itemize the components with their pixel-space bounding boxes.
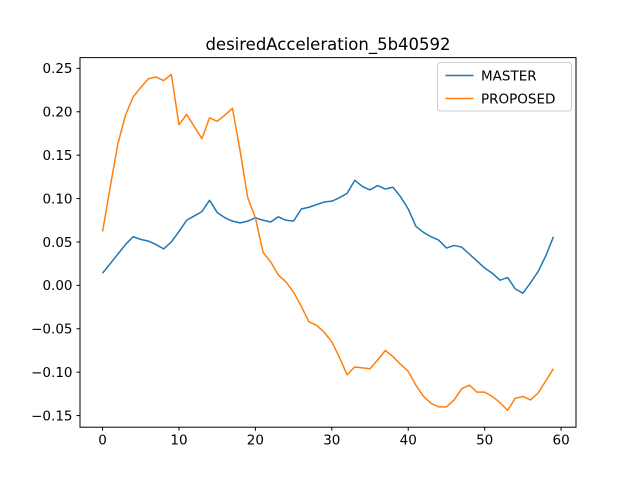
x-tick-label: 50 [476, 433, 493, 449]
x-tick-label: 10 [170, 433, 187, 449]
plot-line-master [101, 179, 555, 294]
x-tick-label: 0 [98, 433, 107, 449]
legend: MASTER PROPOSED [437, 62, 572, 112]
legend-label-master: MASTER [481, 68, 537, 84]
plot-line-proposed [101, 73, 555, 412]
x-tick-label: 30 [323, 433, 340, 449]
axes-spines [79, 57, 577, 428]
x-tick-label: 20 [247, 433, 264, 449]
y-tick-label: 0.00 [42, 278, 72, 294]
x-tick-label: 60 [553, 433, 570, 449]
x-tick-label: 40 [400, 433, 417, 449]
legend-label-proposed: PROPOSED [481, 91, 555, 107]
y-tick-label: 0.15 [42, 148, 72, 164]
y-tick-label: −0.15 [31, 408, 72, 424]
y-tick-label: −0.05 [31, 322, 72, 338]
y-tick-label: 0.25 [42, 61, 72, 77]
y-tick-label: −0.10 [31, 365, 72, 381]
y-tick-label: 0.05 [42, 235, 72, 251]
y-tick-label: 0.20 [42, 105, 72, 121]
plot-area: 0 10 20 30 40 50 60 0.25 0.20 0.15 0.10 0.05 0.00 −0.… [31, 57, 577, 449]
chart-title: desiredAcceleration_5b40592 [205, 35, 450, 55]
y-tick-label: 0.10 [42, 191, 72, 207]
